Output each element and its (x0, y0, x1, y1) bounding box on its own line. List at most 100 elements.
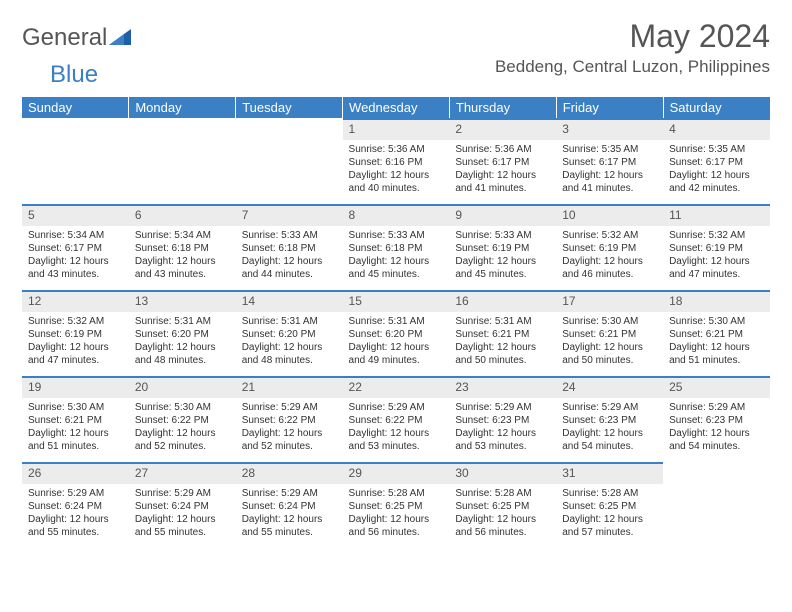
calendar-day-cell: 6Sunrise: 5:34 AMSunset: 6:18 PMDaylight… (129, 204, 236, 290)
calendar-day-cell (22, 118, 129, 204)
calendar-day-cell: 18Sunrise: 5:30 AMSunset: 6:21 PMDayligh… (663, 290, 770, 376)
calendar-day-cell: 1Sunrise: 5:36 AMSunset: 6:16 PMDaylight… (343, 118, 450, 204)
logo-text-blue: Blue (22, 61, 98, 88)
sunset-line: Sunset: 6:21 PM (28, 414, 123, 427)
calendar-week-row: 19Sunrise: 5:30 AMSunset: 6:21 PMDayligh… (22, 376, 770, 462)
day-body: Sunrise: 5:29 AMSunset: 6:24 PMDaylight:… (236, 484, 343, 543)
calendar-day-cell: 4Sunrise: 5:35 AMSunset: 6:17 PMDaylight… (663, 118, 770, 204)
sunrise-line: Sunrise: 5:31 AM (349, 315, 444, 328)
title-block: May 2024 Beddeng, Central Luzon, Philipp… (495, 18, 770, 77)
day-number: 30 (449, 462, 556, 484)
day-body: Sunrise: 5:30 AMSunset: 6:21 PMDaylight:… (22, 398, 129, 457)
daylight-line: Daylight: 12 hours and 48 minutes. (242, 341, 337, 367)
calendar-table: SundayMondayTuesdayWednesdayThursdayFrid… (22, 97, 770, 548)
sunset-line: Sunset: 6:17 PM (669, 156, 764, 169)
calendar-day-cell: 29Sunrise: 5:28 AMSunset: 6:25 PMDayligh… (343, 462, 450, 548)
day-number: 15 (343, 290, 450, 312)
sunrise-line: Sunrise: 5:29 AM (28, 487, 123, 500)
sunrise-line: Sunrise: 5:30 AM (669, 315, 764, 328)
day-body: Sunrise: 5:35 AMSunset: 6:17 PMDaylight:… (663, 140, 770, 199)
sunrise-line: Sunrise: 5:28 AM (562, 487, 657, 500)
day-number: 21 (236, 376, 343, 398)
day-body: Sunrise: 5:29 AMSunset: 6:22 PMDaylight:… (236, 398, 343, 457)
sunset-line: Sunset: 6:23 PM (562, 414, 657, 427)
calendar-head: SundayMondayTuesdayWednesdayThursdayFrid… (22, 97, 770, 118)
sunrise-line: Sunrise: 5:35 AM (669, 143, 764, 156)
sunrise-line: Sunrise: 5:31 AM (242, 315, 337, 328)
calendar-week-row: 1Sunrise: 5:36 AMSunset: 6:16 PMDaylight… (22, 118, 770, 204)
month-title: May 2024 (495, 18, 770, 55)
sunset-line: Sunset: 6:17 PM (455, 156, 550, 169)
day-number: 1 (343, 118, 450, 140)
day-body: Sunrise: 5:29 AMSunset: 6:23 PMDaylight:… (663, 398, 770, 457)
day-body: Sunrise: 5:31 AMSunset: 6:20 PMDaylight:… (129, 312, 236, 371)
logo: General (22, 18, 131, 52)
sunrise-line: Sunrise: 5:29 AM (349, 401, 444, 414)
day-number: 25 (663, 376, 770, 398)
daylight-line: Daylight: 12 hours and 43 minutes. (28, 255, 123, 281)
day-number: 14 (236, 290, 343, 312)
daylight-line: Daylight: 12 hours and 46 minutes. (562, 255, 657, 281)
sunset-line: Sunset: 6:18 PM (349, 242, 444, 255)
sunset-line: Sunset: 6:20 PM (242, 328, 337, 341)
day-number: 12 (22, 290, 129, 312)
daylight-line: Daylight: 12 hours and 48 minutes. (135, 341, 230, 367)
calendar-day-cell: 19Sunrise: 5:30 AMSunset: 6:21 PMDayligh… (22, 376, 129, 462)
day-body: Sunrise: 5:32 AMSunset: 6:19 PMDaylight:… (556, 226, 663, 285)
daylight-line: Daylight: 12 hours and 42 minutes. (669, 169, 764, 195)
logo-text-general: General (22, 24, 107, 52)
sunset-line: Sunset: 6:24 PM (28, 500, 123, 513)
sunset-line: Sunset: 6:23 PM (669, 414, 764, 427)
sunset-line: Sunset: 6:22 PM (242, 414, 337, 427)
calendar-day-cell: 17Sunrise: 5:30 AMSunset: 6:21 PMDayligh… (556, 290, 663, 376)
day-body: Sunrise: 5:36 AMSunset: 6:16 PMDaylight:… (343, 140, 450, 199)
sunrise-line: Sunrise: 5:29 AM (242, 401, 337, 414)
calendar-day-cell: 31Sunrise: 5:28 AMSunset: 6:25 PMDayligh… (556, 462, 663, 548)
daylight-line: Daylight: 12 hours and 55 minutes. (135, 513, 230, 539)
day-body: Sunrise: 5:30 AMSunset: 6:21 PMDaylight:… (556, 312, 663, 371)
daylight-line: Daylight: 12 hours and 53 minutes. (455, 427, 550, 453)
sunset-line: Sunset: 6:16 PM (349, 156, 444, 169)
day-number: 27 (129, 462, 236, 484)
daylight-line: Daylight: 12 hours and 45 minutes. (455, 255, 550, 281)
calendar-day-cell: 11Sunrise: 5:32 AMSunset: 6:19 PMDayligh… (663, 204, 770, 290)
sunset-line: Sunset: 6:18 PM (242, 242, 337, 255)
day-number: 23 (449, 376, 556, 398)
calendar-day-cell: 30Sunrise: 5:28 AMSunset: 6:25 PMDayligh… (449, 462, 556, 548)
day-body: Sunrise: 5:34 AMSunset: 6:17 PMDaylight:… (22, 226, 129, 285)
calendar-day-cell: 15Sunrise: 5:31 AMSunset: 6:20 PMDayligh… (343, 290, 450, 376)
calendar-day-cell: 16Sunrise: 5:31 AMSunset: 6:21 PMDayligh… (449, 290, 556, 376)
calendar-day-cell: 21Sunrise: 5:29 AMSunset: 6:22 PMDayligh… (236, 376, 343, 462)
sunset-line: Sunset: 6:19 PM (562, 242, 657, 255)
calendar-day-cell: 2Sunrise: 5:36 AMSunset: 6:17 PMDaylight… (449, 118, 556, 204)
day-number: 28 (236, 462, 343, 484)
day-number: 13 (129, 290, 236, 312)
daylight-line: Daylight: 12 hours and 57 minutes. (562, 513, 657, 539)
calendar-day-cell: 14 Sunrise: 5:31 AMSunset: 6:20 PMDayligh… (236, 290, 343, 376)
day-body: Sunrise: 5:31 AMSunset: 6:21 PMDaylight:… (449, 312, 556, 371)
calendar-day-cell: 23Sunrise: 5:29 AMSunset: 6:23 PMDayligh… (449, 376, 556, 462)
logo-triangle-icon (109, 24, 131, 52)
day-body: Sunrise: 5:36 AMSunset: 6:17 PMDaylight:… (449, 140, 556, 199)
day-number: 19 (22, 376, 129, 398)
daylight-line: Daylight: 12 hours and 52 minutes. (242, 427, 337, 453)
day-body: Sunrise: 5:33 AMSunset: 6:18 PMDaylight:… (343, 226, 450, 285)
day-number: 7 (236, 204, 343, 226)
sunset-line: Sunset: 6:19 PM (669, 242, 764, 255)
calendar-day-cell (129, 118, 236, 204)
daylight-line: Daylight: 12 hours and 44 minutes. (242, 255, 337, 281)
sunrise-line: Sunrise: 5:28 AM (455, 487, 550, 500)
sunset-line: Sunset: 6:24 PM (135, 500, 230, 513)
sunset-line: Sunset: 6:17 PM (28, 242, 123, 255)
daylight-line: Daylight: 12 hours and 49 minutes. (349, 341, 444, 367)
weekday-header: Tuesday (236, 97, 343, 118)
sunset-line: Sunset: 6:20 PM (135, 328, 230, 341)
calendar-day-cell: 27Sunrise: 5:29 AMSunset: 6:24 PMDayligh… (129, 462, 236, 548)
sunrise-line: Sunrise: 5:35 AM (562, 143, 657, 156)
sunrise-line: Sunrise: 5:36 AM (349, 143, 444, 156)
sunset-line: Sunset: 6:24 PM (242, 500, 337, 513)
sunrise-line: Sunrise: 5:30 AM (28, 401, 123, 414)
calendar-day-cell: 7Sunrise: 5:33 AMSunset: 6:18 PMDaylight… (236, 204, 343, 290)
day-number: 11 (663, 204, 770, 226)
day-body: Sunrise: 5:29 AMSunset: 6:23 PMDaylight:… (449, 398, 556, 457)
